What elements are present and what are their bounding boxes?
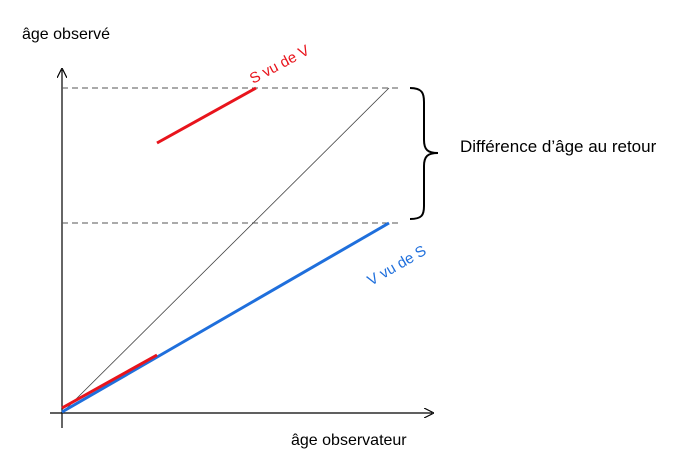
label-s-seen-by-v: S vu de V — [247, 42, 312, 88]
difference-label: Différence d’âge au retour — [460, 137, 657, 156]
diagonal-line — [61, 87, 390, 414]
label-v-seen-by-s: V vu de S — [365, 242, 430, 289]
x-axis-label: âge observateur — [291, 432, 407, 449]
blue-line-v-seen-by-s — [61, 221, 390, 414]
red-line-lower — [61, 353, 158, 410]
red-line-upper — [156, 86, 257, 145]
y-axis-label: âge observé — [22, 26, 111, 43]
curly-brace — [409, 87, 439, 220]
